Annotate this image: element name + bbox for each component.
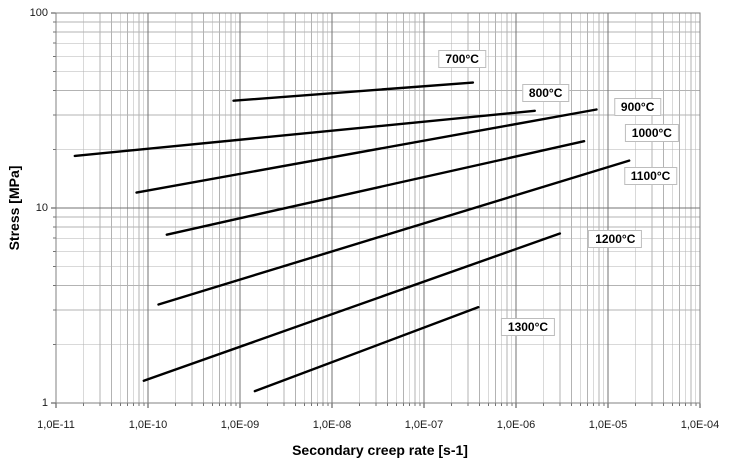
x-tick-label: 1,0E-08 xyxy=(312,419,352,431)
series-label-1100c: 1100°C xyxy=(623,166,678,185)
series-line-700c xyxy=(232,81,475,102)
series-label-1200c: 1200°C xyxy=(588,230,643,249)
x-tick-label: 1,0E-04 xyxy=(680,419,720,431)
series-line-800c xyxy=(73,109,536,158)
plot-border xyxy=(55,12,701,404)
x-tick-label: 1,0E-10 xyxy=(128,419,168,431)
x-tick-label: 1,0E-11 xyxy=(37,419,75,431)
series-line-1200c xyxy=(142,232,562,382)
x-axis-title: Secondary creep rate [s-1] xyxy=(292,442,468,458)
series-label-1300c: 1300°C xyxy=(500,318,556,337)
x-tick-label: 1,0E-07 xyxy=(404,419,444,431)
series-label-800c: 800°C xyxy=(521,83,570,102)
y-tick-label: 10 xyxy=(35,202,48,214)
y-tick-label: 1 xyxy=(41,397,48,409)
y-axis-title: Stress [MPa] xyxy=(6,165,22,251)
series-label-700c: 700°C xyxy=(438,50,486,69)
x-tick-label: 1,0E-06 xyxy=(496,419,536,431)
series-line-900c xyxy=(135,108,598,194)
x-tick-label: 1,0E-09 xyxy=(220,419,260,431)
series-line-1100c xyxy=(157,159,631,306)
y-tick-label: 100 xyxy=(29,7,48,19)
series-label-1000c: 1000°C xyxy=(624,123,679,142)
series-line-1300c xyxy=(253,305,480,393)
x-tick-label: 1,0E-05 xyxy=(588,419,628,431)
series-label-900c: 900°C xyxy=(613,97,662,116)
series-line-1000c xyxy=(165,140,586,236)
